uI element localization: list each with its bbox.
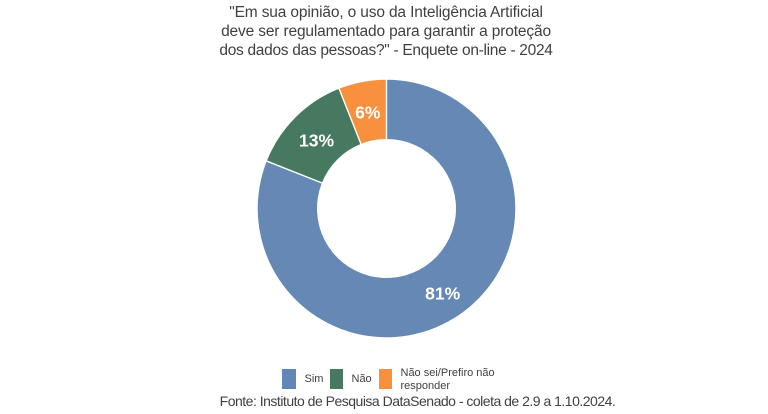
svg-text:6%: 6% — [355, 102, 381, 122]
svg-text:81%: 81% — [425, 283, 460, 303]
svg-text:13%: 13% — [299, 131, 334, 151]
